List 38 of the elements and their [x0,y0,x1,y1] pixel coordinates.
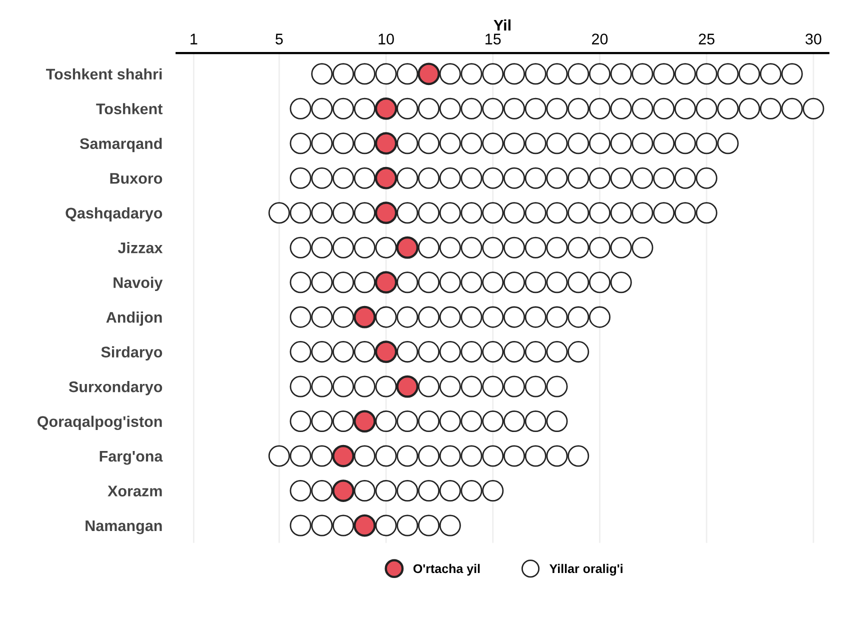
y-tick-label: Samarqand [80,138,162,152]
y-tick-label: Jizzax [118,242,163,254]
point [374,97,398,120]
y-tick-label: Farg'ona [100,451,163,465]
y-tick-label: Xorazm [108,486,162,496]
point [374,340,398,363]
y-tick-label: Sirdaryo [101,346,162,361]
y-tick-label: Qashqadaryo [66,207,162,222]
x-tick-label: 15 [486,34,501,44]
point [396,375,419,398]
point [374,132,398,155]
x-axis-title: Yil [494,19,510,30]
point [374,271,398,294]
x-tick-label: 20 [592,34,608,44]
point [353,410,376,432]
y-tick-label: Navoiy [114,276,163,292]
point [396,236,419,259]
x-tick-label: 10 [378,34,394,44]
x-tick-label: 25 [698,34,714,44]
y-tick-label: Namangan [86,520,162,534]
point [374,202,398,224]
y-tick-label: Surxondaryo [68,381,162,396]
point [332,444,354,468]
x-tick-label: 1 [190,34,198,44]
y-tick-label: Andijon [106,312,162,326]
y-tick-label: Toshkent [96,103,163,114]
y-tick-label: Toshkent shahri [46,68,162,80]
point [353,514,376,537]
point [353,306,376,328]
point [374,166,398,190]
legend-label: Yillar oralig'i [549,564,622,576]
legend-label: O'rtacha yil [413,564,480,576]
point [332,480,354,502]
x-tick-label: 5 [276,34,283,44]
y-tick-label: Qoraqalpog'iston [38,416,162,430]
point [418,62,440,86]
y-tick-label: Buxoro [110,173,162,184]
x-tick-label: 30 [806,34,822,44]
